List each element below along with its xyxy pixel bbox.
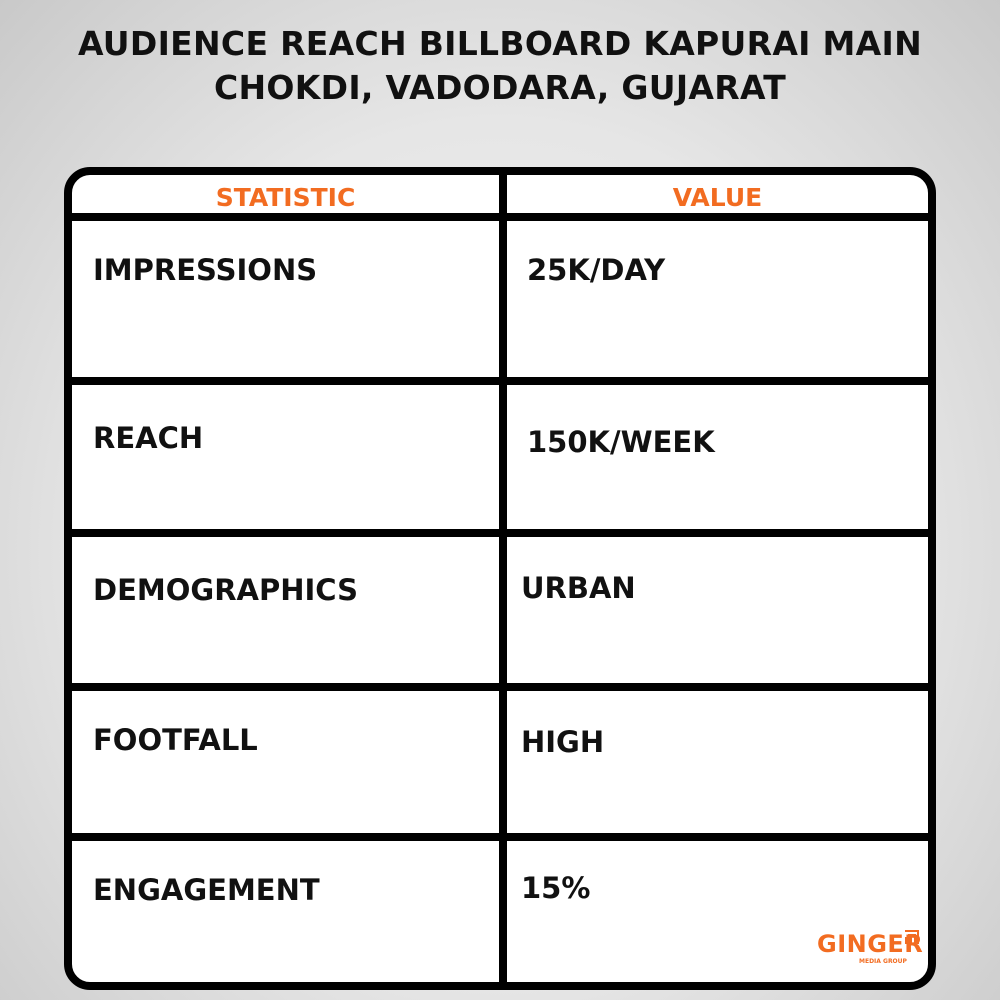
column-divider	[499, 175, 507, 982]
statistic-impressions: IMPRESSIONS	[93, 253, 318, 287]
row-divider	[72, 529, 928, 537]
value-impressions: 25K/DAY	[527, 253, 666, 287]
row-divider	[72, 377, 928, 385]
statistic-engagement: ENGAGEMENT	[93, 873, 320, 907]
ginger-logo: GINGER MEDIA GROUP	[817, 930, 924, 965]
row-divider	[72, 213, 928, 221]
row-divider	[72, 683, 928, 691]
logo-name: GINGER	[817, 930, 924, 958]
value-footfall: HIGH	[521, 725, 605, 759]
row-divider	[72, 833, 928, 841]
logo-tagline: MEDIA GROUP	[859, 958, 907, 965]
page-title: AUDIENCE REACH BILLBOARD KAPURAI MAIN CH…	[0, 22, 1000, 110]
statistic-footfall: FOOTFALL	[93, 723, 258, 757]
title-line-2: CHOKDI, VADODARA, GUJARAT	[213, 68, 787, 107]
statistic-reach: REACH	[93, 421, 204, 455]
value-engagement: 15%	[521, 871, 591, 905]
header-value: VALUE	[672, 183, 763, 212]
statistics-table: STATISTIC VALUE IMPRESSIONS 25K/DAY REAC…	[64, 167, 936, 990]
value-demographics: URBAN	[521, 571, 636, 605]
statistic-demographics: DEMOGRAPHICS	[93, 573, 358, 607]
header-statistic: STATISTIC	[215, 183, 356, 212]
logo-bars-icon	[905, 930, 919, 944]
title-line-1: AUDIENCE REACH BILLBOARD KAPURAI MAIN	[77, 24, 923, 63]
value-reach: 150K/WEEK	[527, 425, 715, 459]
